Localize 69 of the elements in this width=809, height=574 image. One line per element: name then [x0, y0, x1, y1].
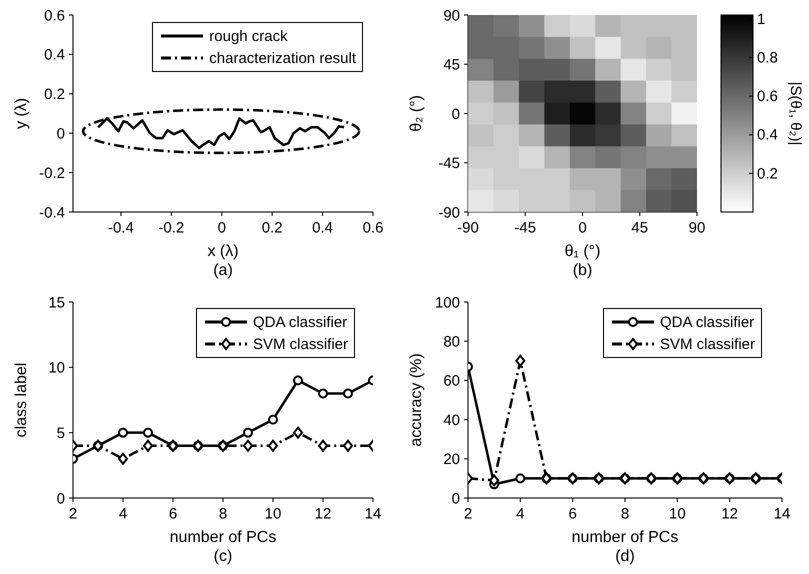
color-bar-label: 0.2 [757, 165, 778, 182]
x-tick-label: 12 [721, 506, 738, 523]
color-bar-label: 0.8 [757, 49, 778, 66]
color-bar-label: 0.6 [757, 88, 778, 106]
y-tick-label: 0 [56, 490, 65, 508]
x-tick-label: 14 [364, 506, 382, 523]
y-tick-label: 0 [56, 126, 65, 143]
x-tick-label: 4 [118, 506, 128, 523]
x-tick-label: -0.4 [108, 220, 134, 237]
text: (b) [572, 262, 594, 280]
y-axis-title: accuracy (%) [408, 353, 425, 447]
x-tick-label: 2 [464, 506, 472, 523]
x-tick-label: 10 [668, 506, 686, 523]
legend-label: rough crack [209, 28, 288, 44]
y-tick-label: 0 [452, 490, 460, 508]
color-bar-label: 0.4 [757, 126, 778, 144]
x-tick-label: 6 [568, 506, 577, 523]
x-tick-label: 8 [218, 506, 228, 523]
x-tick-label: 0 [578, 220, 587, 237]
x-axis-title: number of PCs [572, 529, 678, 546]
y-tick-label: 0.6 [44, 7, 65, 24]
y-tick-label: 5 [56, 424, 65, 442]
annotation: characterization result [209, 50, 356, 66]
y-tick-label: 45 [443, 56, 460, 74]
y-tick-label: 15 [48, 294, 65, 312]
y-tick-label: -90 [438, 204, 460, 222]
y-tick-label: 60 [443, 372, 460, 390]
text: (c) [212, 548, 234, 566]
text: (a) [212, 262, 234, 280]
y-axis-title: y (λ) [13, 98, 30, 130]
y-tick-label: 20 [443, 451, 460, 468]
color-bar-label: 1 [757, 10, 766, 28]
y-axis-title: class label [13, 362, 30, 438]
x-axis-title: x (λ) [207, 243, 239, 260]
x-tick-label: 0 [218, 220, 226, 237]
legend-label: SVM classifier [660, 336, 755, 352]
x-tick-label: 90 [688, 220, 706, 237]
text: (d) [614, 548, 636, 566]
x-tick-label: 4 [516, 506, 525, 523]
x-tick-label: 0.4 [312, 220, 334, 237]
y-tick-label: 100 [434, 294, 460, 312]
x-tick-label: 0.6 [362, 220, 384, 237]
y-axis-title: θ₂ (°) [408, 95, 425, 132]
y-tick-label: -0.4 [39, 204, 65, 222]
x-tick-label: 10 [264, 506, 282, 523]
legend-label: SVM classifier [252, 336, 348, 352]
y-tick-label: 0.2 [44, 86, 65, 104]
x-tick-label: 14 [774, 506, 790, 523]
y-tick-label: 0.4 [44, 46, 65, 64]
x-axis-title: θ₁ (°) [564, 243, 600, 260]
y-tick-label: 80 [443, 334, 460, 351]
color-bar-title: |S(θ₁, θ₂)| [787, 82, 804, 146]
y-tick-label: 90 [443, 7, 460, 24]
x-tick-label: 45 [631, 220, 648, 237]
x-tick-label: 8 [620, 506, 630, 523]
x-tick-label: 0.2 [262, 220, 283, 237]
x-axis-title: number of PCs [170, 529, 276, 546]
x-tick-label: -45 [514, 220, 536, 237]
x-tick-label: -0.2 [158, 220, 184, 237]
y-tick-label: -0.2 [39, 164, 65, 182]
y-tick-label: 10 [48, 360, 65, 377]
x-tick-label: 6 [168, 506, 178, 523]
y-tick-label: 40 [443, 412, 460, 429]
y-tick-label: 0 [452, 106, 460, 123]
x-tick-label: 2 [68, 506, 78, 523]
legend-label: QDA classifier [252, 314, 348, 330]
legend-label: QDA classifier [660, 314, 754, 330]
x-tick-label: 12 [314, 506, 332, 523]
y-tick-label: -45 [438, 155, 460, 172]
